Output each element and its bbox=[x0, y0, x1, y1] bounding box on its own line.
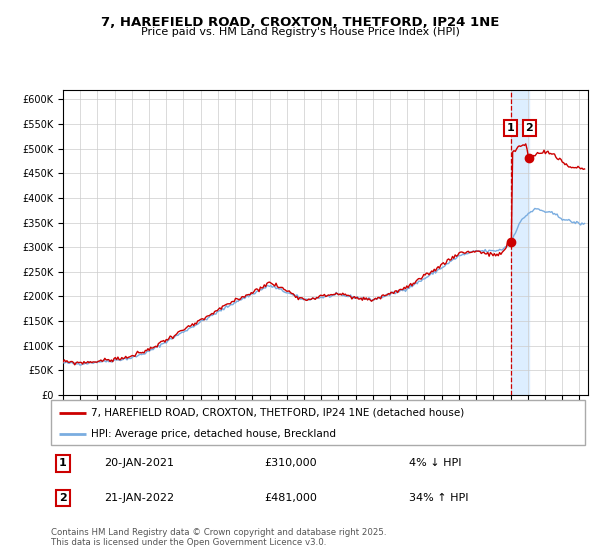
Text: 21-JAN-2022: 21-JAN-2022 bbox=[104, 493, 175, 503]
Text: £481,000: £481,000 bbox=[265, 493, 317, 503]
Text: HPI: Average price, detached house, Breckland: HPI: Average price, detached house, Brec… bbox=[91, 429, 336, 439]
Text: 2: 2 bbox=[59, 493, 67, 503]
Text: 7, HAREFIELD ROAD, CROXTON, THETFORD, IP24 1NE: 7, HAREFIELD ROAD, CROXTON, THETFORD, IP… bbox=[101, 16, 499, 29]
Text: Price paid vs. HM Land Registry's House Price Index (HPI): Price paid vs. HM Land Registry's House … bbox=[140, 27, 460, 37]
Text: 1: 1 bbox=[59, 459, 67, 469]
Bar bbox=[511, 90, 529, 395]
Text: 1: 1 bbox=[506, 123, 514, 133]
FancyBboxPatch shape bbox=[51, 400, 585, 445]
Text: 20-JAN-2021: 20-JAN-2021 bbox=[104, 459, 175, 469]
Text: 2: 2 bbox=[526, 123, 533, 133]
Text: £310,000: £310,000 bbox=[265, 459, 317, 469]
Text: 4% ↓ HPI: 4% ↓ HPI bbox=[409, 459, 461, 469]
Text: 34% ↑ HPI: 34% ↑ HPI bbox=[409, 493, 468, 503]
Text: 7, HAREFIELD ROAD, CROXTON, THETFORD, IP24 1NE (detached house): 7, HAREFIELD ROAD, CROXTON, THETFORD, IP… bbox=[91, 408, 464, 418]
Text: Contains HM Land Registry data © Crown copyright and database right 2025.
This d: Contains HM Land Registry data © Crown c… bbox=[51, 528, 386, 548]
